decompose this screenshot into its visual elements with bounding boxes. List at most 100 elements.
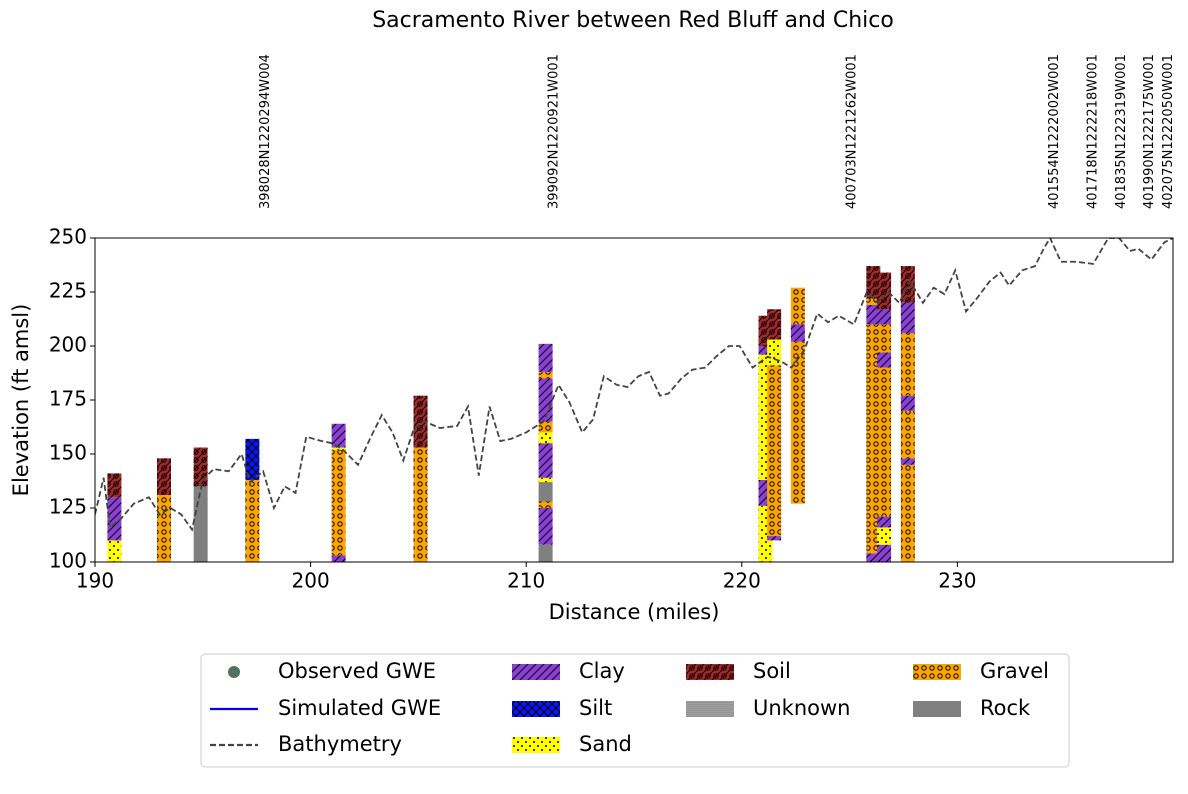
layer [877, 309, 892, 325]
layer [413, 447, 428, 562]
layer [331, 449, 346, 556]
y-tick-label: 225 [49, 279, 87, 303]
bathymetry-line [95, 238, 1173, 532]
layer [877, 272, 892, 310]
layer [767, 536, 782, 541]
y-tick-label: 175 [49, 387, 87, 411]
legend-label: Clay [579, 659, 625, 683]
layer [538, 378, 553, 422]
legend-swatch [686, 701, 734, 717]
layer [156, 458, 171, 496]
layer [538, 477, 553, 483]
x-tick-label: 230 [938, 569, 976, 593]
legend-swatch [913, 701, 961, 717]
well-label: 400703N1221262W001 [844, 54, 859, 209]
y-tick-label: 150 [49, 441, 87, 465]
legend-label: Observed GWE [278, 659, 436, 683]
chart-title: Sacramento River between Red Bluff and C… [372, 8, 894, 33]
layer [900, 333, 915, 396]
layer [900, 302, 915, 334]
legend-label: Silt [579, 696, 612, 720]
legend-label: Unknown [753, 696, 850, 720]
layer [866, 324, 881, 554]
layer [877, 324, 892, 353]
layer [900, 266, 915, 303]
x-tick-label: 210 [507, 569, 545, 593]
layer [538, 544, 553, 562]
layer [790, 324, 805, 342]
layer [900, 410, 915, 459]
layer [538, 482, 553, 502]
layer [538, 371, 553, 379]
layer [877, 516, 892, 528]
layer [413, 395, 428, 448]
legend-swatch [913, 664, 961, 680]
layer [900, 464, 915, 562]
layer [758, 346, 773, 355]
x-tick-label: 220 [723, 569, 761, 593]
legend-label: Soil [753, 659, 791, 683]
layer [245, 479, 260, 562]
legend-label: Simulated GWE [278, 696, 441, 720]
legend-label: Sand [579, 732, 632, 756]
well-label: 401718N1222218W001 [1086, 54, 1101, 209]
legend-label: Gravel [980, 659, 1049, 683]
y-tick-label: 100 [49, 549, 87, 573]
well-label: 402075N1222050W001 [1161, 54, 1176, 209]
y-tick-label: 125 [49, 495, 87, 519]
legend-marker [228, 666, 240, 678]
plot-area [95, 238, 1173, 562]
legend-label: Rock [980, 696, 1031, 720]
layer [331, 423, 346, 448]
layer [866, 266, 881, 299]
legend-label: Bathymetry [278, 732, 402, 756]
layer [877, 544, 892, 562]
layer [193, 486, 208, 562]
y-tick-label: 200 [49, 333, 87, 357]
y-tick-label: 250 [49, 225, 87, 249]
layer [877, 352, 892, 368]
layer [900, 395, 915, 411]
layer [245, 438, 260, 480]
layer [538, 443, 553, 478]
legend-swatch [512, 737, 560, 753]
layer [538, 421, 553, 433]
layer [331, 447, 346, 450]
layer [107, 540, 122, 562]
legend-swatch [512, 664, 560, 680]
layer [538, 501, 553, 508]
layer [866, 304, 881, 325]
well-label: 401554N1222002W001 [1047, 54, 1062, 209]
y-axis-label: Elevation (ft amsl) [9, 304, 33, 497]
layer [790, 287, 805, 325]
layer [866, 298, 881, 305]
layer [877, 367, 892, 517]
legend-swatch [512, 701, 560, 717]
x-axis-label: Distance (miles) [549, 600, 720, 624]
layer [156, 495, 171, 562]
well-label: 398028N1220294W004 [258, 54, 273, 209]
layer [538, 343, 553, 372]
well-label: 399092N1220921W001 [547, 54, 562, 209]
layer [538, 432, 553, 444]
layer [331, 555, 346, 562]
well-label: 401835N1222319W001 [1114, 54, 1129, 209]
layer [107, 497, 122, 541]
layer [767, 339, 782, 366]
x-tick-label: 200 [292, 569, 330, 593]
x-tick-label: 190 [76, 569, 114, 593]
layer [877, 527, 892, 545]
layer [538, 508, 553, 545]
layer [866, 553, 881, 562]
layer [107, 473, 122, 498]
layer [790, 341, 805, 504]
well-label: 401990N1222175W001 [1142, 54, 1157, 209]
layer [767, 365, 782, 537]
layer [900, 458, 915, 465]
legend-swatch [686, 664, 734, 680]
legend-box [200, 653, 1070, 768]
layer [767, 309, 782, 340]
layer [193, 447, 208, 487]
